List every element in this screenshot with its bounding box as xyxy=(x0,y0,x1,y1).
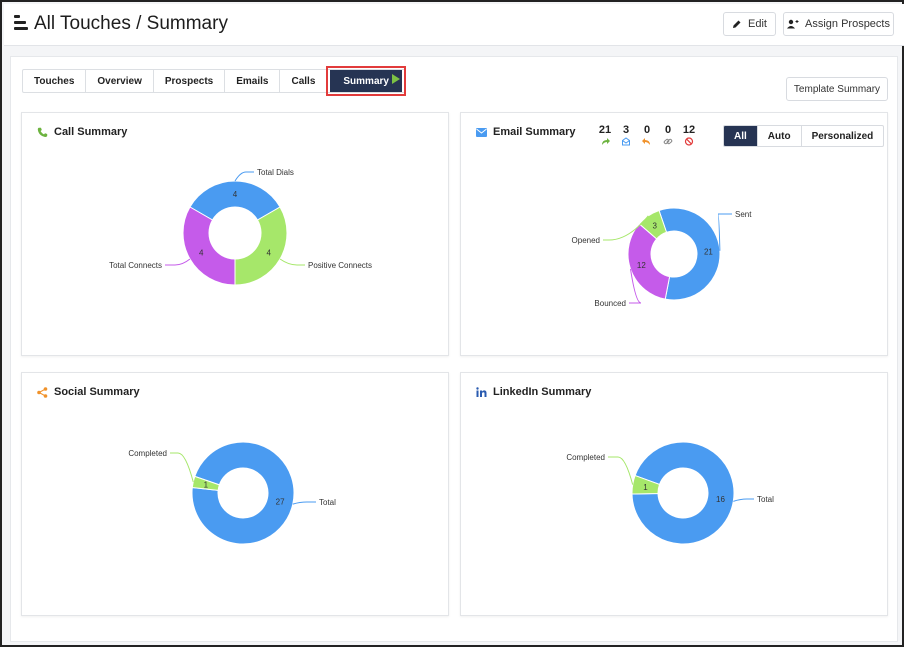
slice-value-positive-connects: 4 xyxy=(267,249,272,258)
slice-value-completed: 1 xyxy=(204,481,209,490)
social-summary-chart: 27 Total 1 Completed xyxy=(128,441,336,545)
stat-clicked: 0 xyxy=(658,124,678,146)
callout-line-positive-connects xyxy=(279,258,305,266)
slice-label-opened: Opened xyxy=(572,236,600,245)
call-summary-card: Call Summary 4 Total Dials 4 Positive Conne… xyxy=(21,112,449,356)
reply-icon xyxy=(642,138,650,145)
donut-slice-positive-connects[interactable] xyxy=(234,206,288,286)
filter-auto[interactable]: Auto xyxy=(758,126,802,146)
linkedin-summary-title: LinkedIn Summary xyxy=(476,386,591,398)
call-summary-chart: 4 Total Dials 4 Positive Connects 4 Total Con… xyxy=(109,168,372,286)
tab-summary[interactable]: Summary xyxy=(326,66,406,96)
slice-label-total-dials: Total Dials xyxy=(257,168,294,177)
tab-prospects[interactable]: Prospects xyxy=(154,70,226,92)
donut-slice-total-connects[interactable] xyxy=(182,206,236,286)
slice-label-completed: Completed xyxy=(128,449,167,458)
callout-line-total xyxy=(733,498,754,502)
email-summary-title: Email Summary xyxy=(476,126,576,138)
forward-icon xyxy=(602,138,610,145)
stat-bounced: 12 xyxy=(679,124,699,146)
donut-slice-sent[interactable] xyxy=(658,207,721,301)
slice-label-total: Total xyxy=(757,495,774,504)
email-filter-group: All Auto Personalized xyxy=(723,125,885,147)
stat-opened: 3 xyxy=(616,124,636,146)
social-summary-title: Social Summary xyxy=(37,386,140,398)
opened-envelope-icon xyxy=(622,137,630,146)
tab-calls[interactable]: Calls xyxy=(280,70,328,92)
donut-slice-total-dials[interactable] xyxy=(189,180,281,221)
callout-line-completed xyxy=(170,452,194,483)
donut-slice-total[interactable] xyxy=(191,441,295,545)
linkedin-summary-chart: 16 Total 1 Completed xyxy=(566,441,774,545)
filter-personalized[interactable]: Personalized xyxy=(811,130,874,142)
social-summary-label: Social Summary xyxy=(54,386,140,398)
slice-label-bounced: Bounced xyxy=(594,299,626,308)
stat-clicked-value: 0 xyxy=(664,124,672,136)
stat-opened-value: 3 xyxy=(622,124,630,136)
slice-label-total: Total xyxy=(319,498,336,507)
slice-label-completed: Completed xyxy=(566,453,605,462)
donut-slice-bounced[interactable] xyxy=(627,223,671,300)
stat-bounced-value: 12 xyxy=(682,124,696,136)
assign-prospects-button[interactable]: Assign Prospects xyxy=(783,12,894,36)
social-summary-card: Social Summary 27 Total 1 Completed xyxy=(21,372,449,616)
main-content: Touches Overview Prospects Emails Calls … xyxy=(10,56,898,642)
edit-button[interactable]: Edit xyxy=(723,12,776,36)
slice-label-positive-connects: Positive Connects xyxy=(308,261,372,270)
linkedin-summary-card: LinkedIn Summary 16 Total 1 Completed xyxy=(460,372,888,616)
callout-line-sent xyxy=(717,213,732,251)
slice-value-total-connects: 4 xyxy=(199,249,204,258)
slice-value-total-dials: 4 xyxy=(233,190,238,199)
slice-value-total: 27 xyxy=(276,497,285,506)
tab-emails[interactable]: Emails xyxy=(225,70,281,92)
email-summary-label: Email Summary xyxy=(493,126,576,138)
callout-line-total xyxy=(292,501,316,505)
link-icon xyxy=(663,138,673,145)
envelope-icon xyxy=(476,127,487,137)
slice-value-total: 16 xyxy=(716,495,725,504)
donut-slice-total[interactable] xyxy=(631,441,735,545)
slice-label-total-connects: Total Connects xyxy=(109,261,162,270)
callout-line-total-dials xyxy=(234,171,254,182)
linkedin-icon xyxy=(476,386,487,397)
template-summary-button[interactable]: Template Summary xyxy=(786,77,888,101)
call-summary-title: Call Summary xyxy=(37,126,127,138)
email-summary-card: Email Summary 21 3 0 xyxy=(460,112,888,356)
tab-overview[interactable]: Overview xyxy=(86,70,154,92)
donut-slice-completed[interactable] xyxy=(191,475,220,491)
callout-line-total-connects xyxy=(165,258,191,266)
share-icon xyxy=(37,386,48,398)
edit-label: Edit xyxy=(748,18,767,30)
slice-label-sent: Sent xyxy=(735,210,752,219)
tab-touches[interactable]: Touches xyxy=(23,70,87,92)
play-icon[interactable] xyxy=(392,74,400,84)
callout-line-opened xyxy=(603,215,649,241)
callout-line-completed xyxy=(608,456,634,485)
stat-sent-value: 21 xyxy=(598,124,612,136)
slice-value-bounced: 12 xyxy=(637,261,646,270)
menu-icon[interactable] xyxy=(14,15,28,31)
assign-prospects-label: Assign Prospects xyxy=(805,18,890,30)
slice-value-opened: 3 xyxy=(652,221,657,230)
ban-icon xyxy=(684,137,694,146)
stat-sent: 21 xyxy=(595,124,615,146)
email-summary-chart: 21 Sent 12 Bounced 3 Opened xyxy=(572,207,752,308)
phone-icon xyxy=(37,127,48,137)
slice-value-completed: 1 xyxy=(643,483,648,492)
pencil-icon xyxy=(733,20,741,28)
stat-replied-value: 0 xyxy=(643,124,651,136)
add-user-icon xyxy=(787,19,799,29)
slice-value-sent: 21 xyxy=(704,248,713,257)
linkedin-summary-label: LinkedIn Summary xyxy=(493,386,592,398)
filter-all[interactable]: All xyxy=(724,126,758,146)
call-summary-label: Call Summary xyxy=(54,126,128,138)
donut-slice-opened[interactable] xyxy=(638,209,668,240)
page-title: All Touches / Summary xyxy=(34,13,228,34)
donut-slice-completed[interactable] xyxy=(631,474,661,495)
stat-replied: 0 xyxy=(637,124,657,146)
top-bar: All Touches / Summary Edit Assign Prospe… xyxy=(4,4,904,46)
tab-bar: Touches Overview Prospects Emails Calls … xyxy=(22,66,406,96)
callout-line-bounced xyxy=(629,268,642,304)
